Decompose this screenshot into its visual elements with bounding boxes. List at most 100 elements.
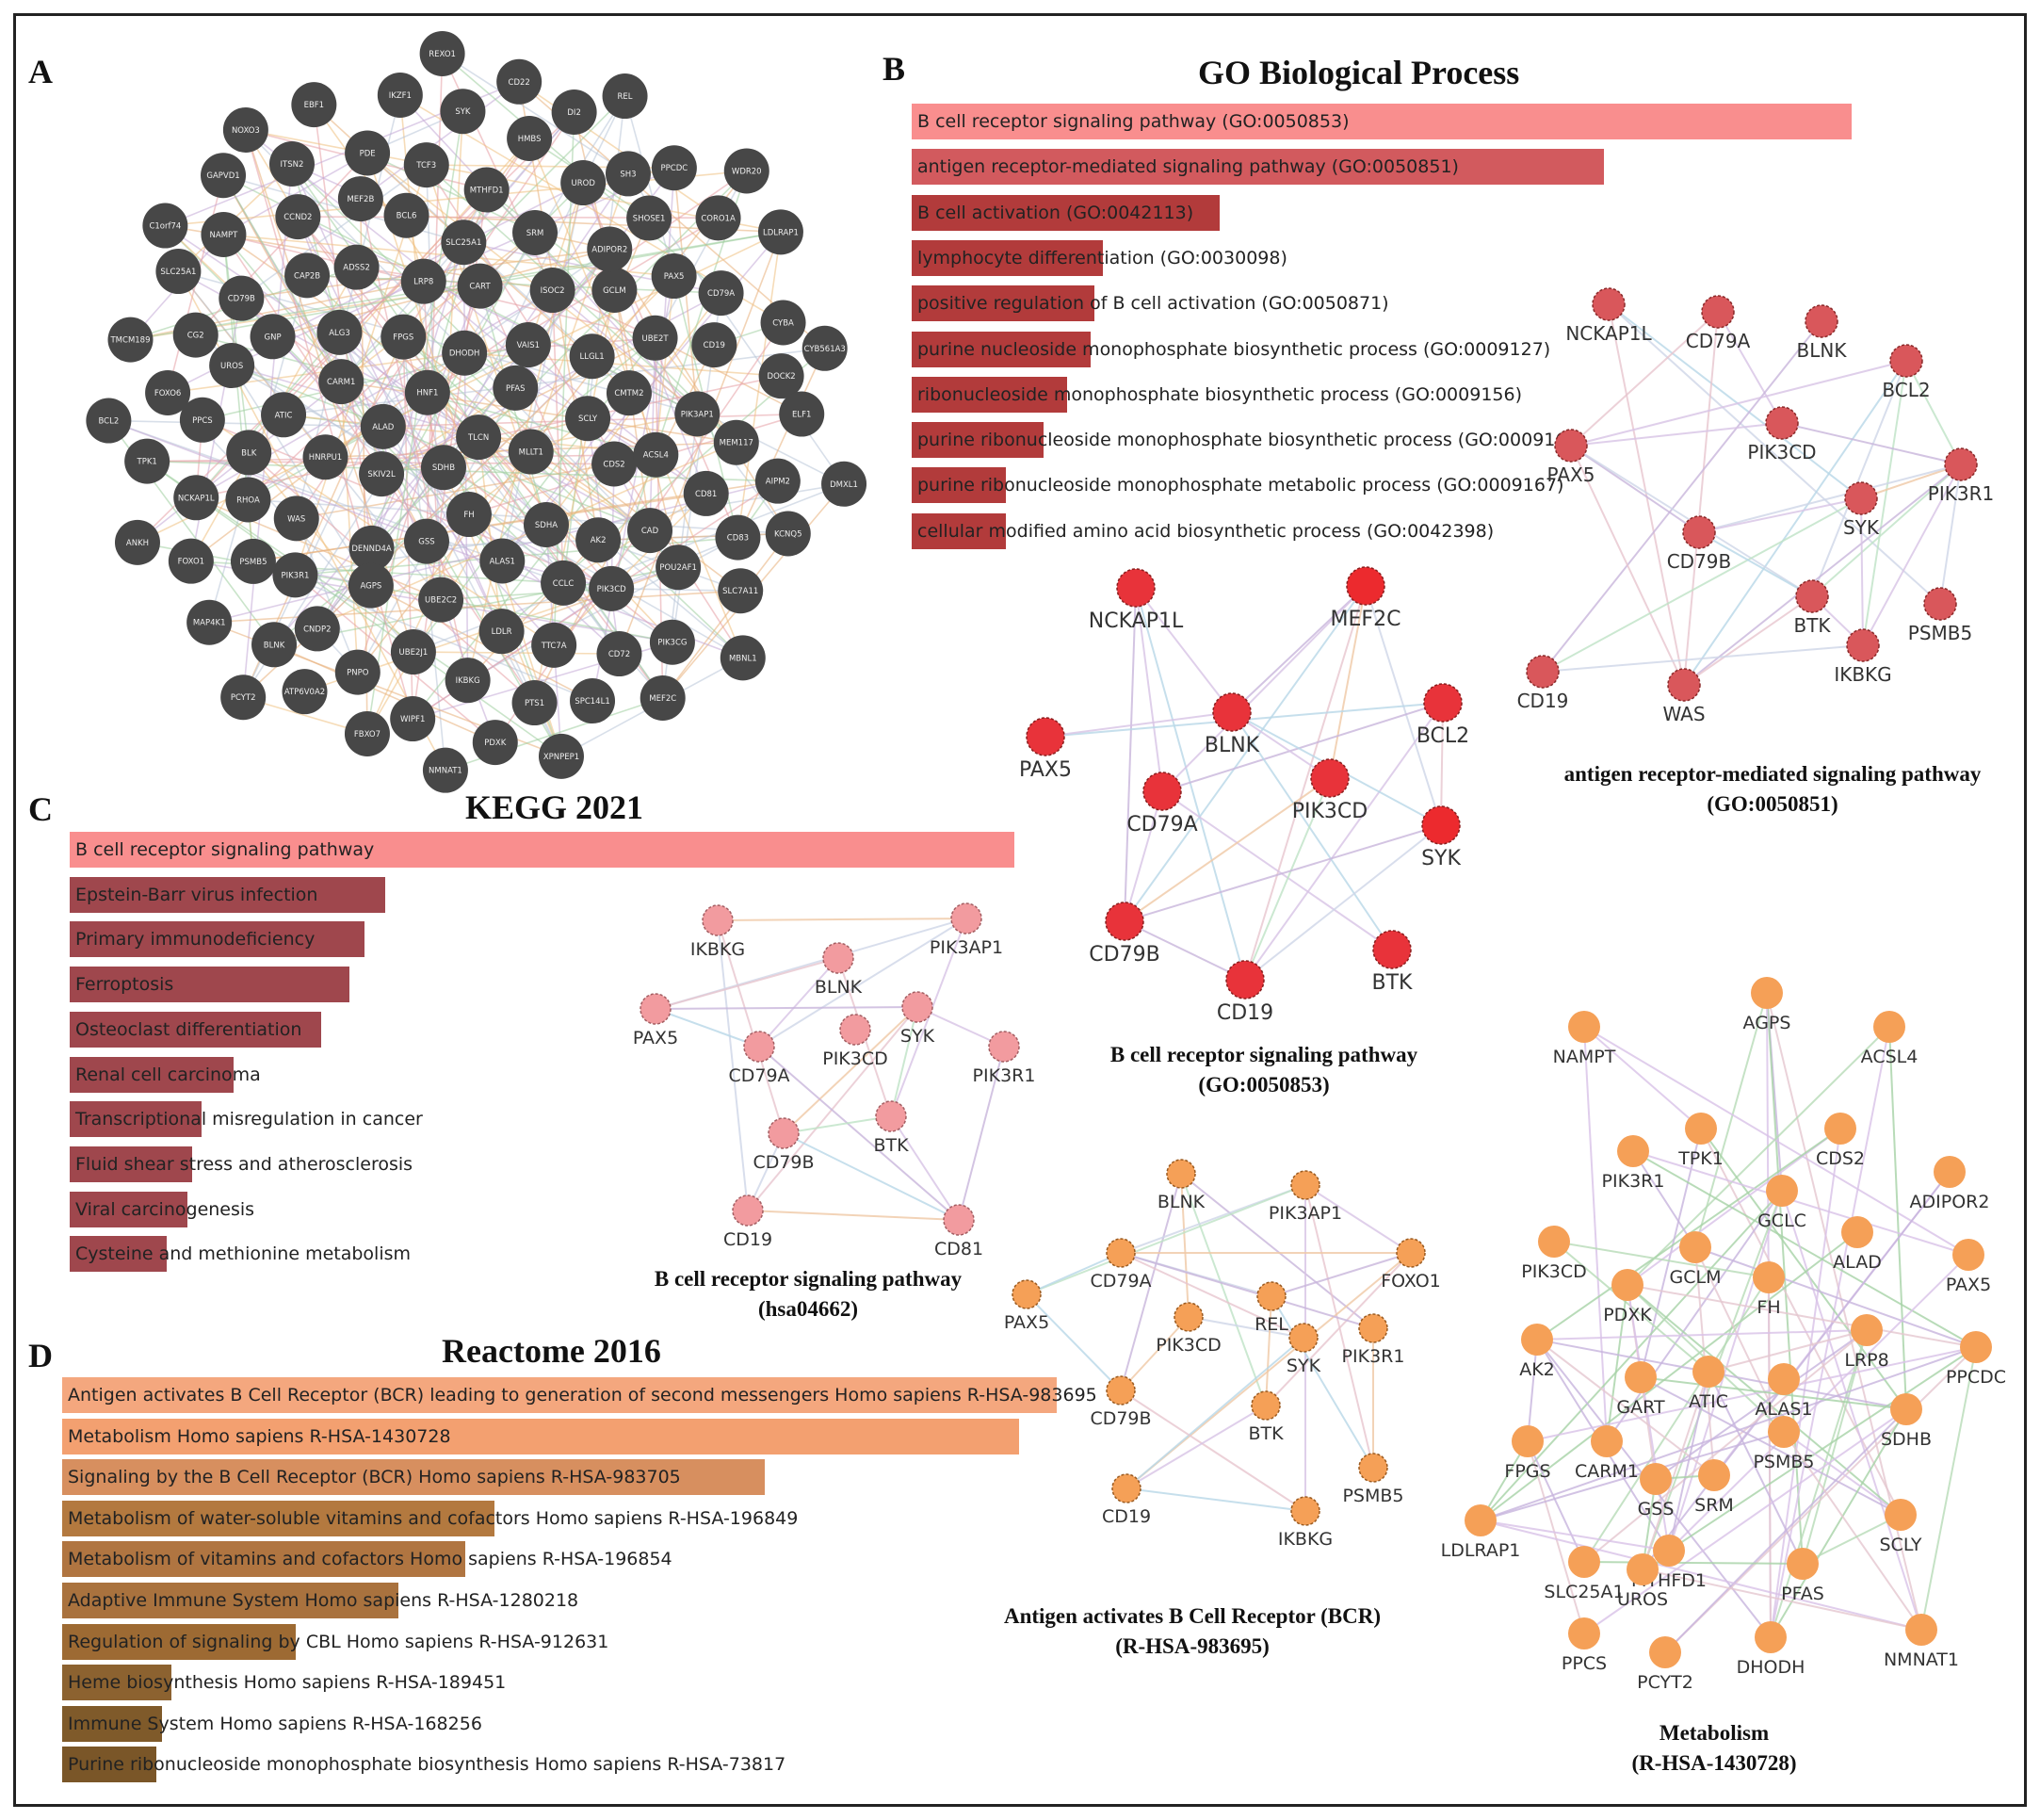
- reactome-caption-line1: Antigen activates B Cell Receptor (BCR): [1003, 1604, 1382, 1628]
- network-edge: [291, 163, 503, 632]
- node-pik3r1: [1617, 1135, 1649, 1167]
- node-ikbkg: [1846, 628, 1880, 662]
- reactome-caption-line2: (R-HSA-983695): [1115, 1634, 1270, 1658]
- node-btk: [1251, 1390, 1281, 1421]
- network-edge: [1939, 463, 1962, 605]
- node-syk: [901, 991, 933, 1023]
- go-bar-fill: [912, 239, 1103, 276]
- node-pik3r1: [988, 1031, 1020, 1063]
- node-dhodh: [1755, 1621, 1787, 1653]
- node-was: [273, 496, 319, 542]
- node-label-dock2: DOCK2: [768, 372, 796, 382]
- node-label-slc25a1: SLC25A1: [445, 238, 481, 248]
- network-edge: [1120, 1389, 1306, 1512]
- go-bcr-network: NCKAP1L MEF2C BCL2 BLNK PAX5 CD79A PIK3CD SYK CD…: [1019, 566, 1469, 1025]
- network-edge: [478, 436, 673, 643]
- kegg-bar-label: Cysteine and methionine metabolism: [75, 1243, 412, 1265]
- node-fh: [445, 492, 492, 538]
- go-bar-fill: [912, 331, 1091, 367]
- network-edge: [1608, 303, 1685, 686]
- node-label-isoc2: ISOC2: [541, 286, 565, 296]
- node-label-pde: PDE: [360, 149, 376, 158]
- node-slc25a1: [441, 219, 487, 266]
- node-label-dennd4a: DENND4A: [351, 544, 392, 554]
- go-antigen-network: NCKAP1L CD79A BLNK BCL2 PIK3CD PAX5 PIK3R1 SYK C…: [1517, 287, 1994, 725]
- node-label-rhoa: RHOA: [236, 496, 260, 505]
- node-label-cds2: CDS2: [1816, 1148, 1865, 1169]
- node-carm1: [1591, 1425, 1623, 1457]
- node-cndp2: [294, 606, 340, 652]
- node-label-syk: SYK: [1421, 847, 1461, 870]
- reactome-bar-label: Regulation of signaling by CBL Homo sapi…: [68, 1631, 609, 1652]
- node-label-gss: GSS: [1638, 1499, 1675, 1519]
- node-coro1a: [695, 195, 741, 241]
- node-label-mef2c: MEF2C: [1331, 608, 1401, 631]
- reactome-bar-fill: [62, 1500, 494, 1536]
- node-slc7a11: [718, 568, 764, 614]
- node-cd79b: [1105, 902, 1144, 941]
- node-label-ldlr: LDLR: [492, 627, 512, 637]
- node-label-cap2b: CAP2B: [294, 271, 320, 281]
- node-pik3ap1: [1290, 1170, 1320, 1200]
- node-syk: [1844, 481, 1878, 515]
- node-label-syk: SYK: [455, 107, 471, 117]
- figure-frame: [13, 13, 2027, 1807]
- network-edge: [1606, 1284, 1628, 1442]
- node-foxo6: [145, 369, 191, 415]
- network-edge: [1180, 1173, 1374, 1329]
- node-cd79b: [1682, 515, 1716, 549]
- network-edge: [958, 1046, 1005, 1221]
- node-label-tmcm189: TMCM189: [109, 336, 150, 346]
- node-label-ikbkg: IKBKG: [690, 939, 745, 960]
- network-edge: [1120, 1316, 1190, 1391]
- network-edge: [1668, 1190, 1783, 1552]
- node-cd19: [691, 322, 737, 368]
- node-cd72: [596, 631, 642, 677]
- network-edge: [1265, 1252, 1412, 1406]
- node-label-ube2j1: UBE2J1: [399, 648, 429, 658]
- network-edge: [783, 1132, 960, 1221]
- node-label-adss2: ADSS2: [343, 264, 370, 273]
- go-bar-9: purine ribonucleoside monophosphate meta…: [912, 467, 1889, 504]
- node-label-pax5: PAX5: [1946, 1275, 1991, 1295]
- reactome-bar-fill: [62, 1377, 1057, 1413]
- reactome-bar-label: Purine ribonucleoside monophosphate bios…: [68, 1754, 786, 1776]
- node-ak2: [1521, 1324, 1553, 1356]
- node-ube2c2: [418, 577, 464, 623]
- node-label-aipm2: AIPM2: [766, 478, 790, 487]
- node-label-wdr20: WDR20: [732, 167, 762, 176]
- reactome-bar-fill: [62, 1623, 296, 1660]
- network-edge: [1640, 1376, 1907, 1410]
- kegg-bar-fill: [70, 832, 1014, 868]
- node-wipf1: [390, 696, 436, 742]
- go-bcr-caption-line2: (GO:0050853): [1198, 1073, 1330, 1097]
- network-edge: [1480, 1190, 1783, 1521]
- node-pnpo: [334, 649, 380, 695]
- network-edge: [1536, 1329, 1868, 1341]
- node-label-psmb5: PSMB5: [1342, 1486, 1403, 1506]
- network-edge: [1480, 1519, 1670, 1552]
- node-label-ak2: AK2: [591, 536, 607, 545]
- node-ppcdc: [651, 145, 697, 191]
- node-acsl4: [1873, 1011, 1905, 1043]
- node-bcl2: [1889, 344, 1923, 378]
- node-label-blnk: BLNK: [1797, 339, 1848, 362]
- node-label-fpgs: FPGS: [393, 333, 413, 343]
- node-elf1: [779, 391, 825, 437]
- kegg-bar-4: Ferroptosis: [70, 967, 1052, 1003]
- network-edge: [1570, 445, 1685, 686]
- node-mef2b: [337, 176, 383, 222]
- go-bar-label: lymphocyte differentiation (GO:0030098): [917, 247, 1287, 268]
- node-rel: [1256, 1281, 1287, 1311]
- metabolism-network: AGPS NAMPT ACSL4 TPK1 CDS2 PIK3R1 ADIPOR2 GCLC P…: [1441, 977, 2006, 1693]
- go-bar-label: antigen receptor-mediated signaling path…: [917, 156, 1459, 178]
- network-edge: [1480, 1431, 1785, 1521]
- go-bar-fill: [912, 467, 1006, 504]
- node-gclm: [1679, 1231, 1711, 1263]
- node-label-hmbs: HMBS: [518, 135, 542, 144]
- node-label-sdhb: SDHB: [432, 463, 455, 473]
- node-cd81: [943, 1204, 975, 1236]
- node-gss: [1640, 1463, 1672, 1495]
- node-label-nampt: NAMPT: [210, 231, 239, 240]
- network-edge: [248, 498, 788, 535]
